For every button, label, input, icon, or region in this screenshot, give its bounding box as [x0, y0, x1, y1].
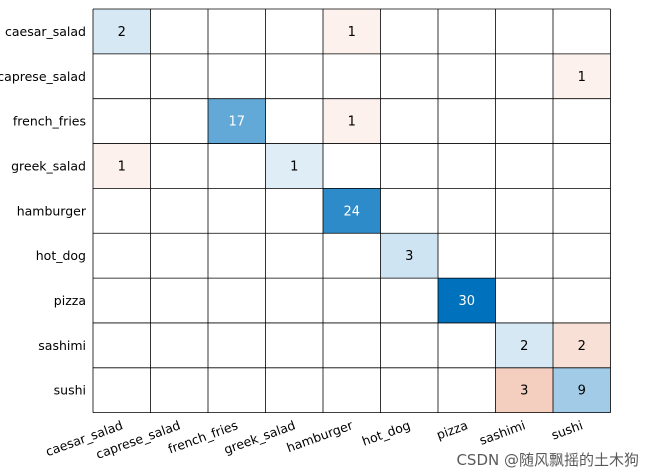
- column-tick-label: sushi: [549, 417, 585, 442]
- cell-value-label: 1: [348, 25, 356, 40]
- row-tick-label: french_fries: [13, 114, 86, 129]
- row-tick-label: caprese_salad: [0, 69, 86, 84]
- cell-value-label: 24: [343, 204, 360, 219]
- row-tick-label: pizza: [54, 293, 86, 308]
- matrix-cell: [323, 9, 381, 54]
- cell-value-label: 2: [118, 25, 126, 40]
- row-tick-label: sushi: [54, 383, 86, 398]
- matrix-cell: [495, 367, 553, 413]
- cell-value-label: 3: [405, 249, 413, 264]
- cell-value-label: 17: [228, 115, 245, 130]
- row-tick-label: greek_salad: [11, 158, 86, 173]
- column-tick-label: hot_dog: [360, 417, 412, 448]
- row-tick-label: hot_dog: [36, 248, 86, 263]
- cell-value-label: 2: [578, 339, 586, 354]
- column-tick-label: hamburger: [285, 417, 356, 455]
- column-tick-label: pizza: [434, 417, 469, 442]
- matrix-cell: [495, 322, 553, 368]
- matrix-cell: [438, 278, 496, 323]
- cell-value-label: 3: [520, 384, 528, 399]
- matrix-cell: [93, 143, 151, 189]
- cell-value-label: 2: [520, 339, 528, 354]
- row-tick-label: sashimi: [38, 338, 86, 353]
- row-tick-label: caesar_salad: [5, 24, 86, 39]
- row-tick-label: hamburger: [17, 203, 87, 218]
- matrix-cell: [323, 188, 381, 234]
- cell-value-label: 1: [578, 70, 586, 85]
- matrix-cell: [208, 98, 266, 144]
- matrix-cell: [553, 367, 611, 413]
- watermark-text: CSDN @随风飘摇的土木狗: [456, 451, 639, 469]
- matrix-cell: [553, 322, 611, 368]
- cell-value-label: 1: [348, 115, 356, 130]
- column-tick-label: sashimi: [477, 417, 527, 447]
- matrix-cell: [93, 9, 151, 54]
- cell-value-label: 1: [118, 159, 126, 174]
- matrix-cell: [265, 143, 323, 189]
- cell-value-label: 30: [458, 294, 475, 309]
- matrix-cell: [323, 98, 381, 144]
- matrix-cell: [553, 53, 611, 99]
- matrix-cell: [380, 233, 438, 279]
- cell-value-label: 1: [290, 159, 298, 174]
- cell-value-label: 9: [578, 384, 586, 399]
